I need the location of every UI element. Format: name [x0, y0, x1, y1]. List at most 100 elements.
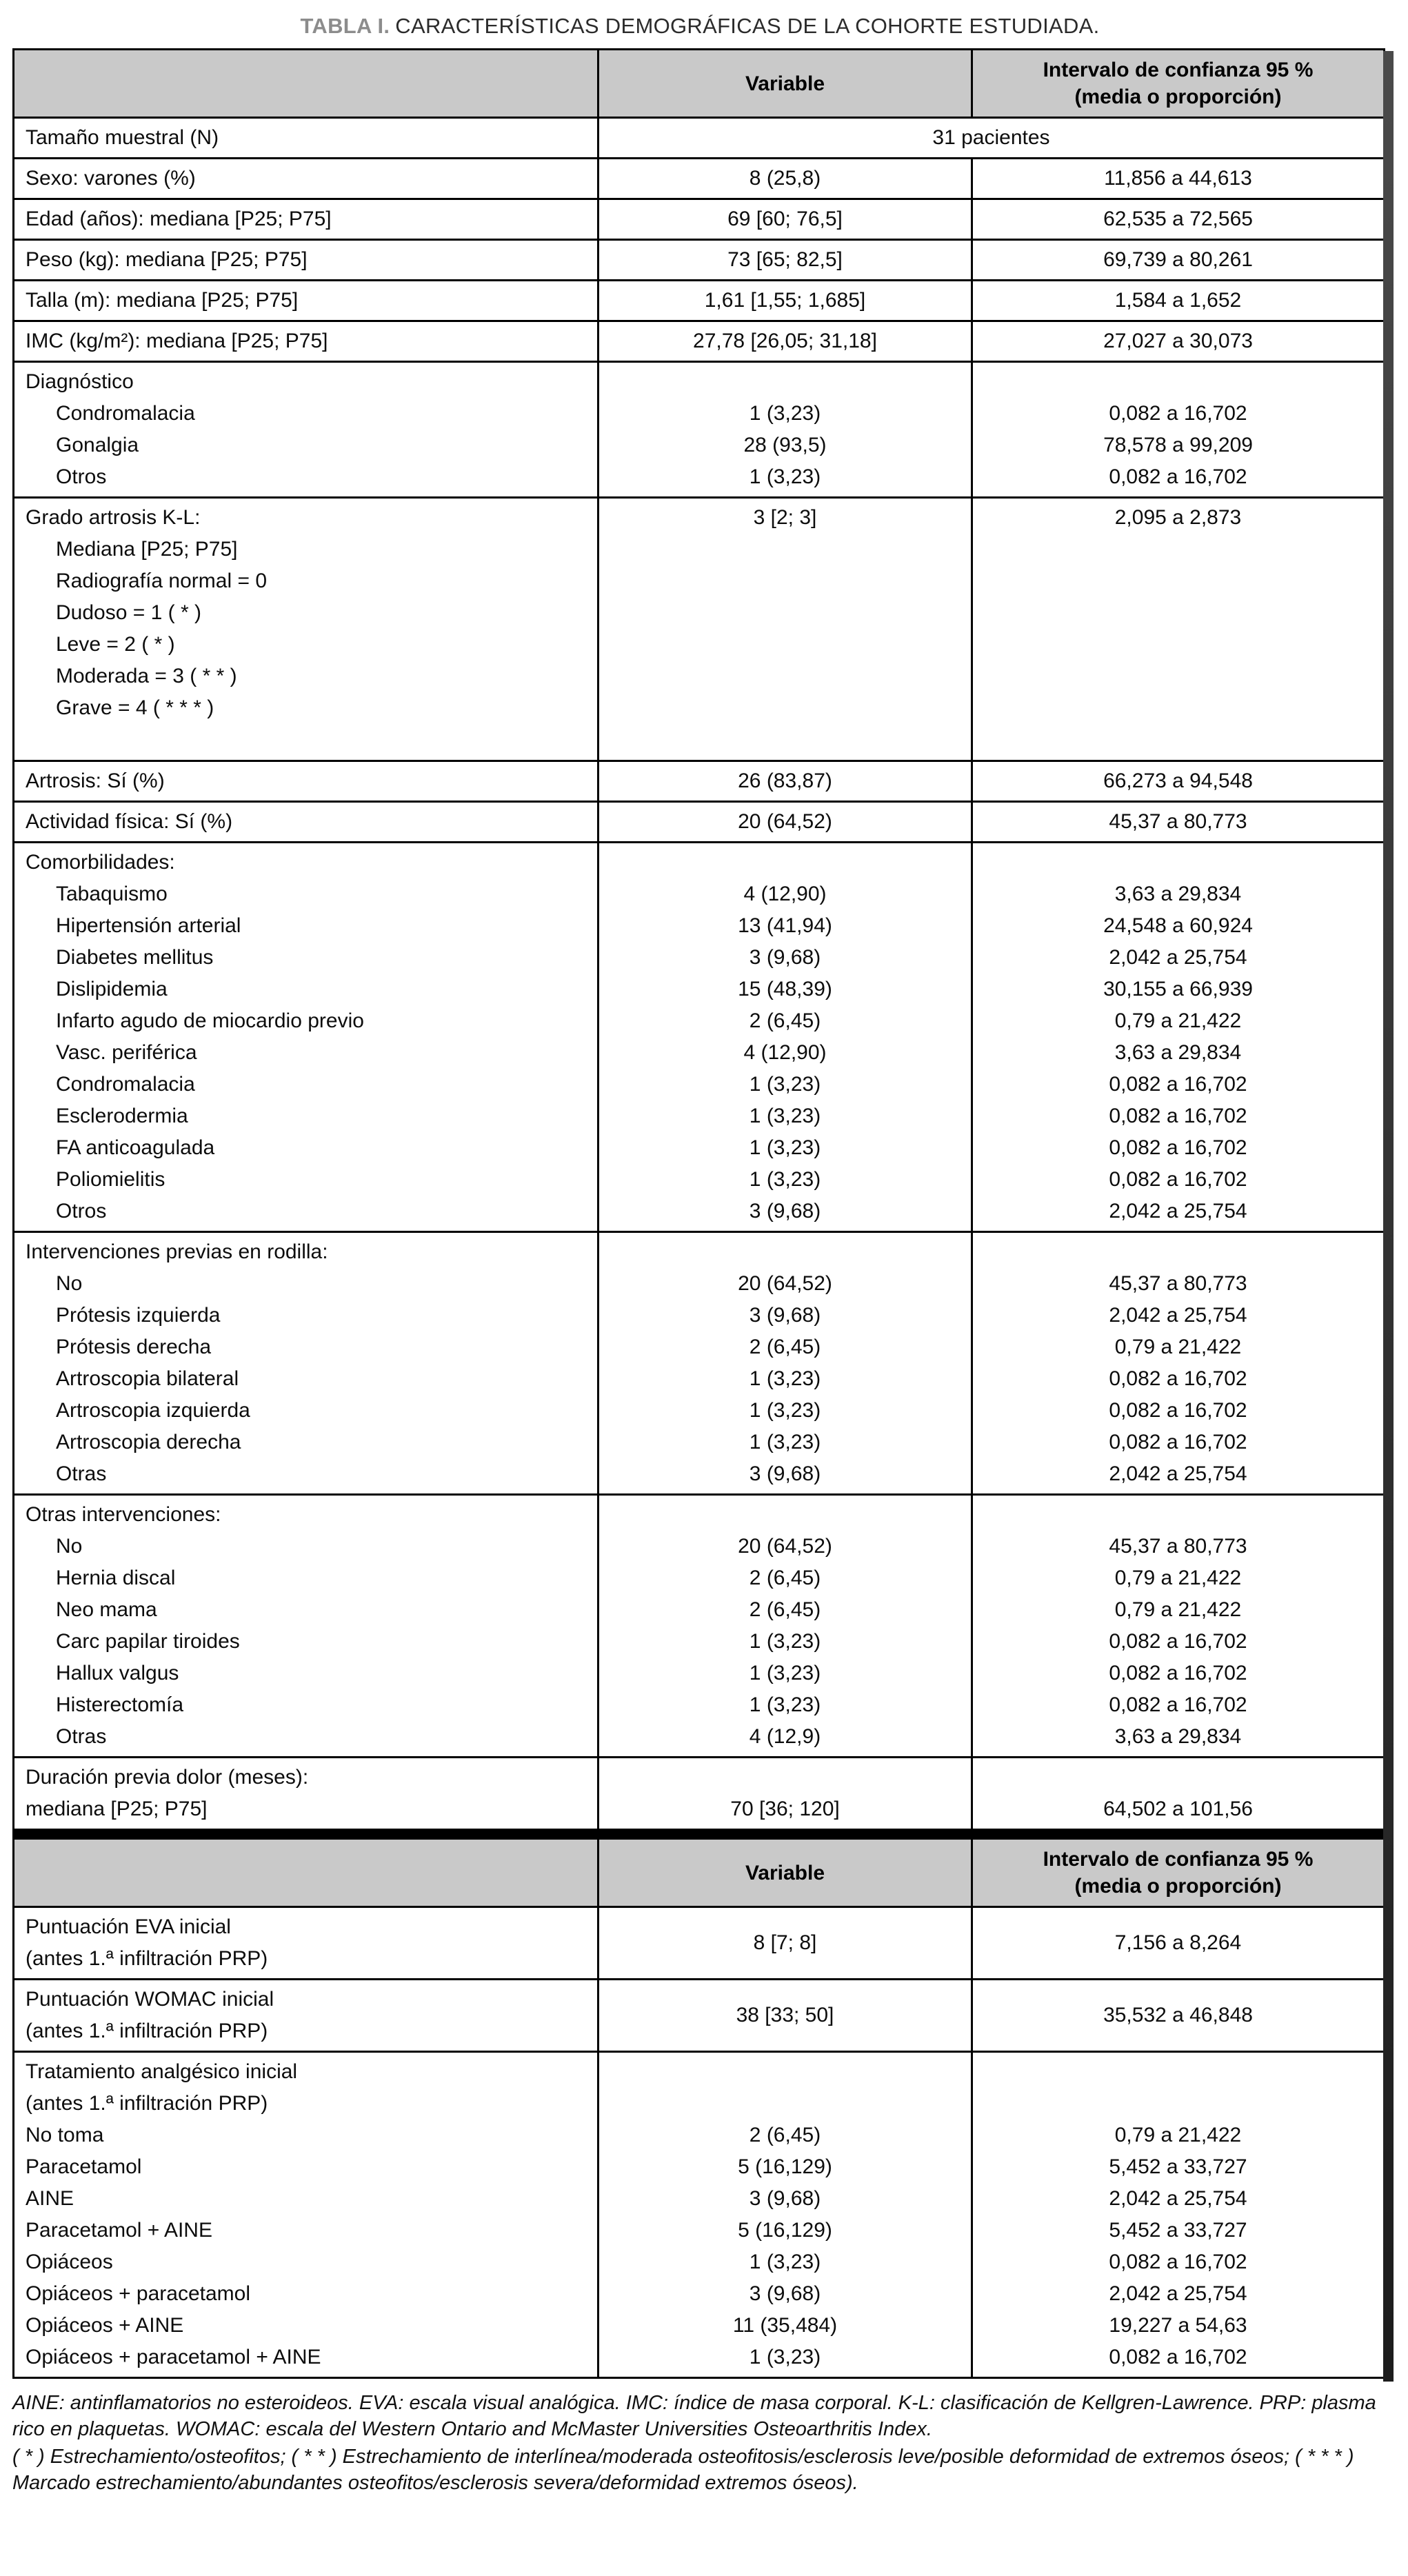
- cell-line: Artroscopia bilateral: [56, 1367, 239, 1390]
- cell-line: 1 (3,23): [749, 1431, 821, 1453]
- row-label-cell: Talla (m): mediana [P25; P75]: [12, 279, 599, 322]
- table-row: Talla (m): mediana [P25; P75] 1,61 [1,55;…: [12, 279, 1385, 322]
- cell-line: 3 (9,68): [749, 1200, 821, 1222]
- table-title-label: TABLA I.: [300, 14, 390, 38]
- cell-line: 2 (6,45): [749, 1009, 821, 1032]
- cell-line: 2 (6,45): [749, 2124, 821, 2146]
- cell-line: Artroscopia izquierda: [56, 1399, 250, 1422]
- table-row: Grado artrosis K-L: Mediana [P25; P75] Rad…: [12, 496, 1385, 762]
- cell-line: 11,856 a 44,613: [1104, 167, 1252, 190]
- cell-line: Gonalgia: [56, 434, 139, 456]
- cell-line: 1 (3,23): [749, 1367, 821, 1390]
- row-label-cell: Sexo: varones (%): [12, 157, 599, 200]
- cell-line: [984, 847, 1372, 878]
- cell-line: 1,584 a 1,652: [1114, 289, 1242, 312]
- row-label-cell: Actividad física: Sí (%): [12, 801, 599, 843]
- cell-line: 3 (9,68): [749, 1462, 821, 1485]
- variable-value-cell: 20 (64,52) 3 (9,68) 2 (6,45) 1 (3,23) 1 (3,2…: [597, 1231, 973, 1496]
- cell-line: 20 (64,52): [738, 1535, 832, 1558]
- cell-line: Opiáceos: [26, 2251, 113, 2273]
- cell-line: 1,61 [1,55; 1,685]: [704, 289, 866, 312]
- cell-line: Histerectomía: [56, 1693, 184, 1716]
- cell-line: 38 [33; 50]: [736, 2004, 834, 2026]
- cell-line: Artrosis: Sí (%): [26, 769, 165, 792]
- cell-line: 35,532 a 46,848: [1103, 2004, 1253, 2026]
- row-label-cell: Peso (kg): mediana [P25; P75]: [12, 239, 599, 281]
- cell-line: (antes 1.ª infiltración PRP): [26, 2020, 268, 2042]
- cell-line: 3 (9,68): [749, 2282, 821, 2305]
- cell-line: 2,095 a 2,873: [1114, 506, 1242, 529]
- cell-line: Prótesis izquierda: [56, 1304, 221, 1327]
- header-variable: Variable: [597, 48, 973, 119]
- cell-line: Radiografía normal = 0: [56, 570, 268, 592]
- header-variable: Variable: [597, 1838, 973, 1908]
- cell-line: 0,79 a 21,422: [1114, 1336, 1242, 1358]
- cell-line: 1 (3,23): [749, 1136, 821, 1159]
- cell-line: 3 (9,68): [749, 1304, 821, 1327]
- cell-line: 0,79 a 21,422: [1114, 2124, 1242, 2146]
- span-value-cell: 31 pacientes: [597, 117, 1385, 159]
- row-label-cell: IMC (kg/m²): mediana [P25; P75]: [12, 320, 599, 363]
- cell-line: Otras: [56, 1725, 107, 1748]
- header-empty-cell: [12, 1838, 599, 1908]
- cell-line: 0,79 a 21,422: [1114, 1567, 1242, 1589]
- table-divider: [12, 1831, 1383, 1838]
- cell-line: Condromalacia: [56, 402, 195, 425]
- cell-line: 27,78 [26,05; 31,18]: [693, 330, 877, 352]
- cell-line: [610, 847, 960, 878]
- table-row: Otras intervenciones: No Hernia discal Neo …: [12, 1493, 1385, 1758]
- cell-line: 20 (64,52): [738, 1272, 832, 1295]
- cell-line: mediana [P25; P75]: [26, 1798, 208, 1820]
- cell-line: 2,042 a 25,754: [1109, 1304, 1247, 1327]
- row-label-cell: Puntuación WOMAC inicial (antes 1.ª infil…: [12, 1978, 599, 2053]
- demographics-table-part1: Variable Intervalo de confianza 95 % (me…: [12, 48, 1385, 1831]
- cell-line: Edad (años): mediana [P25; P75]: [26, 208, 332, 230]
- variable-value-cell: 73 [65; 82,5]: [597, 239, 973, 281]
- cell-line: 30,155 a 66,939: [1103, 978, 1253, 1000]
- ci-value-cell: 45,37 a 80,773 0,79 a 21,422 0,79 a 21,422…: [971, 1493, 1385, 1758]
- cell-line: Puntuación WOMAC inicial: [26, 1988, 274, 2011]
- cell-line: Comorbilidades:: [26, 851, 175, 874]
- header-row: Variable Intervalo de confianza 95 % (me…: [12, 1838, 1385, 1908]
- ci-value-cell: 0,082 a 16,702 78,578 a 99,209 0,082 a 16,…: [971, 361, 1385, 499]
- cell-line: Tamaño muestral (N): [26, 126, 219, 149]
- cell-line: [610, 2088, 960, 2120]
- cell-line: 1 (3,23): [749, 1168, 821, 1191]
- cell-line: [610, 1499, 960, 1531]
- cell-line: 5,452 a 33,727: [1109, 2219, 1247, 2242]
- cell-line: 0,082 a 16,702: [1109, 1399, 1247, 1422]
- cell-line: 0,082 a 16,702: [1109, 1693, 1247, 1716]
- cell-line: Otros: [56, 465, 107, 488]
- cell-line: 15 (48,39): [738, 978, 832, 1000]
- cell-line: 1 (3,23): [749, 1662, 821, 1684]
- table-row: Actividad física: Sí (%) 20 (64,52) 45,37 …: [12, 801, 1385, 843]
- table-row: Tamaño muestral (N) 31 pacientes: [12, 117, 1385, 159]
- cell-line: 0,79 a 21,422: [1114, 1598, 1242, 1621]
- cell-line: 8 [7; 8]: [753, 1931, 817, 1954]
- ci-value-cell: 27,027 a 30,073: [971, 320, 1385, 363]
- cell-line: Esclerodermia: [56, 1105, 188, 1127]
- row-label-cell: Tamaño muestral (N): [12, 117, 599, 159]
- ci-value-cell: 64,502 a 101,56: [971, 1756, 1385, 1831]
- cell-line: Diabetes mellitus: [56, 946, 214, 969]
- cell-line: 0,082 a 16,702: [1109, 402, 1247, 425]
- cell-line: 45,37 a 80,773: [1109, 1535, 1247, 1558]
- cell-line: 3,63 a 29,834: [1114, 883, 1242, 905]
- variable-value-cell: 3 [2; 3]: [597, 496, 973, 762]
- cell-line: 0,082 a 16,702: [1109, 1168, 1247, 1191]
- cell-line: 1 (3,23): [749, 1105, 821, 1127]
- cell-line: 27,027 a 30,073: [1103, 330, 1253, 352]
- cell-line: (antes 1.ª infiltración PRP): [26, 2092, 268, 2115]
- table-row: Duración previa dolor (meses): mediana [P…: [12, 1756, 1385, 1831]
- ci-value-cell: 7,156 a 8,264: [971, 1906, 1385, 1980]
- header-empty-cell: [12, 48, 599, 119]
- cell-line: Actividad física: Sí (%): [26, 810, 233, 833]
- table-row: Artrosis: Sí (%) 26 (83,87) 66,273 a 94,54…: [12, 760, 1385, 803]
- cell-line: Paracetamol: [26, 2155, 142, 2178]
- cell-line: AINE: [26, 2187, 74, 2210]
- footnote-abbreviations: AINE: antinflamatorios no esteroideos. E…: [12, 2392, 1376, 2440]
- header-ci: Intervalo de confianza 95 % (media o pro…: [971, 1838, 1385, 1908]
- cell-line: Intervenciones previas en rodilla:: [26, 1240, 328, 1263]
- table-row: Edad (años): mediana [P25; P75] 69 [60; 7…: [12, 198, 1385, 241]
- cell-line: 73 [65; 82,5]: [727, 248, 843, 271]
